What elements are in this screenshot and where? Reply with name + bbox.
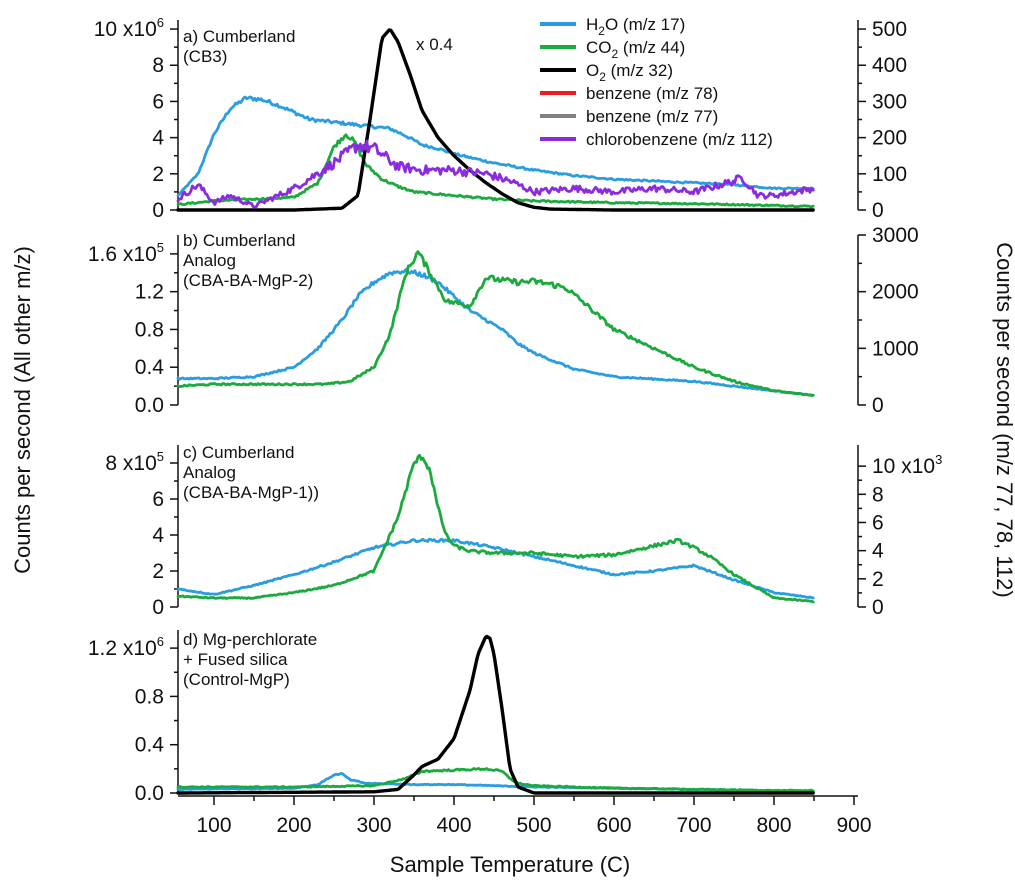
x-tick-label: 300: [356, 814, 391, 837]
series-line-clbenz: [176, 139, 815, 209]
y-tick-label-left: 0: [152, 199, 164, 222]
legend-label: chlorobenzene (m/z 112): [586, 130, 773, 149]
y-axis-right-title: Counts per second (m/z 77, 78, 112): [992, 242, 1015, 597]
panel-b: 0.0 0.4 0.8 1.2 1.6 x105 0 1000 2000 3000 b) Cumb…: [88, 224, 919, 417]
y-tick-label-left: 2: [152, 560, 164, 583]
series-line-h2o: [176, 537, 815, 600]
legend-label: O2 (m/z 32): [586, 61, 673, 84]
y-tick-label-right: 0: [872, 596, 884, 619]
y-tick-label-left: 8: [152, 54, 164, 77]
y-tick-label-left: 0.4: [135, 734, 165, 757]
legend: H2O (m/z 17)CO2 (m/z 44)O2 (m/z 32)benze…: [540, 15, 773, 149]
y-tick-label-right: 3000: [872, 224, 919, 247]
panel-label: a) Cumberland: [183, 27, 295, 46]
x-tick-label: 700: [676, 814, 711, 837]
x-tick-label: 600: [596, 814, 631, 837]
legend-item-clbenz: chlorobenzene (m/z 112): [540, 130, 773, 149]
panel-label: d) Mg-perchlorate: [183, 630, 317, 649]
legend-item-o2: O2 (m/z 32): [540, 61, 673, 84]
x-tick-label: 900: [836, 814, 871, 837]
y-tick-label-left: 0.0: [135, 394, 164, 417]
y-tick-label-left: 0.8: [135, 685, 164, 708]
y-tick-label-right: 1000: [872, 337, 919, 360]
y-tick-label-left: 0.8: [135, 318, 164, 341]
series-line-co2: [176, 767, 815, 793]
x-tick-label: 400: [436, 814, 471, 837]
y-tick-label-left: 0: [152, 596, 164, 619]
y-tick-label-left: 10 x106: [94, 15, 164, 41]
y-tick-label-left: 0.0: [135, 782, 164, 805]
y-tick-label-right: 6: [872, 511, 884, 534]
y-axis-left-title: Counts per second (All other m/z): [10, 246, 35, 574]
series-line-co2: [176, 250, 815, 398]
y-tick-label-right: 400: [872, 54, 907, 77]
y-tick-label-right: 0: [872, 199, 884, 222]
panel-label: (CBA-BA-MgP-2): [183, 271, 313, 290]
series-line-co2: [176, 133, 815, 209]
x-tick-label: 200: [276, 814, 311, 837]
panel-label: (CB3): [183, 47, 227, 66]
y-tick-label-right: 8: [872, 483, 884, 506]
y-tick-label-left: 1.2 x106: [88, 634, 164, 660]
y-tick-label-left: 4: [152, 127, 164, 150]
y-tick-label-right: 300: [872, 90, 907, 113]
x-tick-label: 100: [196, 814, 231, 837]
scale-annotation: x 0.4: [416, 35, 453, 54]
legend-item-benz77: benzene (m/z 77): [540, 107, 718, 126]
y-tick-label-left: 6: [152, 488, 164, 511]
x-tick-label: 500: [516, 814, 551, 837]
y-tick-label-left: 2: [152, 163, 164, 186]
panel-c: 0 2 4 6 8 x105 0 2 4 6 8 10 x103 c) CumberlandAnalo…: [105, 443, 942, 619]
panel-label: (Control-MgP): [183, 670, 290, 689]
y-tick-label-right: 500: [872, 18, 907, 41]
panel-label: c) Cumberland: [183, 443, 295, 462]
legend-item-benz78: benzene (m/z 78): [540, 84, 718, 103]
x-axis: 100 200 300 400 500 600 700 800 900: [178, 795, 872, 837]
legend-item-co2: CO2 (m/z 44): [540, 38, 685, 61]
x-axis-title: Sample Temperature (C): [390, 852, 630, 877]
y-tick-label-right: 200: [872, 127, 907, 150]
legend-label: CO2 (m/z 44): [586, 38, 685, 61]
legend-label: benzene (m/z 78): [586, 84, 718, 103]
y-tick-label-right: 2: [872, 568, 884, 591]
series-line-h2o: [176, 267, 815, 397]
panel-label: + Fused silica: [183, 650, 288, 669]
y-tick-label-right: 10 x103: [872, 452, 942, 478]
panel-label: (CBA-BA-MgP-1)): [183, 483, 319, 502]
y-tick-label-right: 0: [872, 394, 884, 417]
y-tick-label-left: 0.4: [135, 356, 165, 379]
y-tick-label-left: 8 x105: [105, 449, 164, 475]
series-line-o2: [176, 28, 815, 212]
panel-label: Analog: [183, 251, 236, 270]
series-line-h2o: [176, 95, 815, 197]
y-tick-label-left: 4: [152, 524, 164, 547]
y-tick-label-left: 6: [152, 90, 164, 113]
y-tick-label-left: 1.6 x105: [88, 240, 164, 266]
series-line-o2: [176, 634, 815, 795]
y-tick-label-right: 2000: [872, 281, 919, 304]
y-tick-label-right: 4: [872, 540, 884, 563]
panel-label: Analog: [183, 463, 236, 482]
legend-label: H2O (m/z 17): [586, 15, 685, 38]
panel-a: 0 2 4 6 8 10 x106 0 100 200 300 400 500 a) Cumberlan…: [94, 15, 907, 222]
y-tick-label-left: 1.2: [135, 281, 164, 304]
y-tick-label-right: 100: [872, 163, 907, 186]
panel-label: b) Cumberland: [183, 231, 295, 250]
legend-item-h2o: H2O (m/z 17): [540, 15, 685, 38]
legend-label: benzene (m/z 77): [586, 107, 718, 126]
panel-d: 0.0 0.4 0.8 1.2 x106 d) Mg-perchlorate+ Fuse…: [88, 630, 815, 805]
x-tick-label: 800: [756, 814, 791, 837]
series-line-co2: [176, 453, 815, 604]
